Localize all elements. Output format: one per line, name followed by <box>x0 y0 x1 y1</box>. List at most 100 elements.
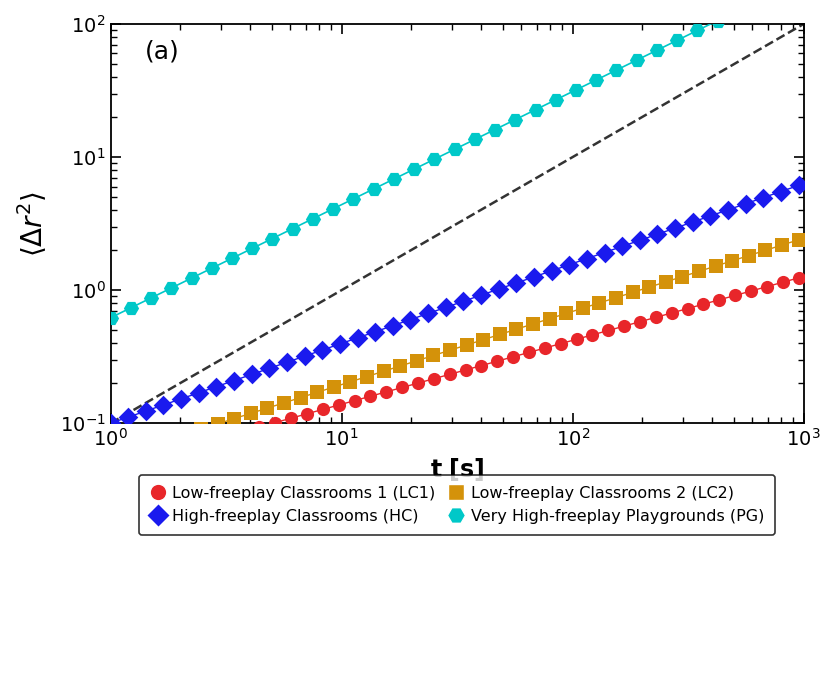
Point <box>475 360 488 371</box>
Point <box>298 351 311 362</box>
Point <box>792 235 805 246</box>
Point <box>161 434 175 445</box>
Point <box>280 357 293 368</box>
Point <box>448 144 461 155</box>
Point <box>227 375 241 386</box>
Point <box>192 387 206 398</box>
Point <box>586 330 599 341</box>
Point <box>347 194 360 205</box>
X-axis label: $\mathbf{t\ [s]}$: $\mathbf{t\ [s]}$ <box>430 456 484 482</box>
Point <box>310 387 324 398</box>
Point <box>377 366 390 377</box>
Point <box>145 293 158 304</box>
Point <box>173 443 186 454</box>
Point <box>404 314 417 325</box>
Point <box>286 223 299 234</box>
Point <box>439 302 452 313</box>
Point <box>387 174 400 185</box>
Point <box>205 263 218 274</box>
Point <box>507 352 520 363</box>
Point <box>570 334 584 345</box>
Point <box>669 223 682 234</box>
Point <box>477 334 490 345</box>
Point <box>626 287 640 298</box>
Point <box>237 426 250 437</box>
Point <box>670 35 684 46</box>
Point <box>145 439 158 450</box>
Point <box>732 5 745 16</box>
Point <box>364 391 377 402</box>
Point <box>598 247 611 258</box>
Point <box>266 233 279 244</box>
Point <box>776 277 789 288</box>
Point <box>580 253 594 264</box>
Point <box>189 439 202 450</box>
Point <box>576 303 589 314</box>
Point <box>456 295 470 306</box>
Point <box>221 430 234 441</box>
Point <box>284 412 298 423</box>
Point <box>306 213 319 224</box>
Point <box>589 75 603 86</box>
Point <box>529 104 543 115</box>
Point <box>139 406 152 417</box>
Point <box>696 299 710 310</box>
Point <box>252 421 266 432</box>
Point <box>386 320 400 331</box>
Point <box>225 253 238 264</box>
Point <box>332 399 345 410</box>
Point <box>757 192 770 203</box>
Point <box>633 235 646 246</box>
Point <box>227 413 241 424</box>
Point <box>508 114 522 125</box>
Point <box>443 345 456 356</box>
Point <box>175 393 188 404</box>
Point <box>351 332 364 343</box>
Point <box>211 419 224 430</box>
Point <box>704 211 717 222</box>
Point <box>726 255 739 266</box>
Point <box>460 339 473 350</box>
Point <box>294 392 308 403</box>
Point <box>348 395 361 406</box>
Point <box>426 350 440 361</box>
Point <box>468 134 482 145</box>
Point <box>263 363 276 374</box>
Point <box>459 365 472 376</box>
Point <box>665 308 678 319</box>
Point <box>367 183 380 194</box>
Point <box>744 285 757 296</box>
Point <box>369 326 382 337</box>
Point <box>443 369 456 380</box>
Point <box>650 44 664 55</box>
Point <box>659 276 672 287</box>
Point <box>760 281 773 292</box>
Point <box>721 205 735 215</box>
Point <box>691 25 704 36</box>
Point <box>686 217 700 228</box>
Point <box>407 163 421 174</box>
Point <box>609 64 623 75</box>
Point <box>300 408 314 419</box>
Point <box>178 429 191 440</box>
Point <box>615 241 629 252</box>
Point <box>792 180 805 191</box>
Text: (a): (a) <box>145 40 180 64</box>
Point <box>268 417 282 428</box>
Point <box>650 312 663 323</box>
Point <box>165 282 178 293</box>
Point <box>593 298 606 308</box>
Point <box>742 250 756 261</box>
Point <box>739 198 752 209</box>
Point <box>549 94 563 105</box>
Point <box>488 124 502 135</box>
Point <box>104 418 117 429</box>
Point <box>712 294 726 305</box>
Point <box>634 316 647 327</box>
Point <box>618 321 631 332</box>
Point <box>121 412 135 423</box>
Point <box>205 434 218 445</box>
Point <box>522 347 536 358</box>
Point <box>491 356 504 367</box>
Point <box>395 382 409 393</box>
